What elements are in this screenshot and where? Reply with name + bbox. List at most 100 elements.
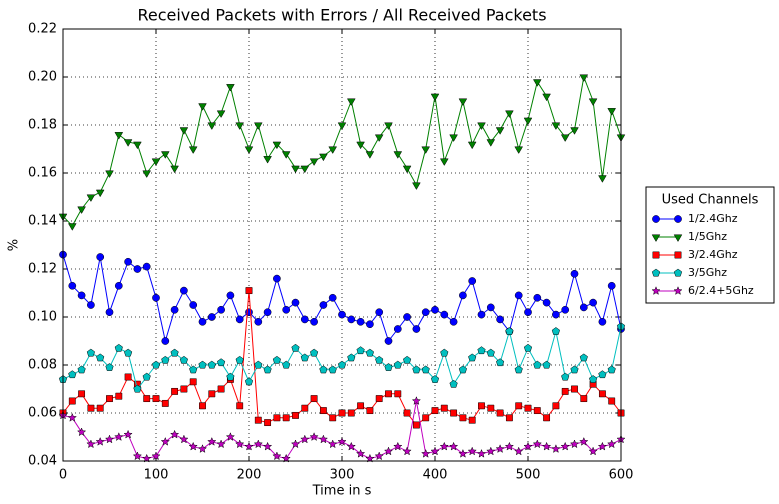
data-point (552, 402, 560, 410)
data-point (541, 441, 552, 451)
data-point (151, 158, 161, 166)
data-point (478, 402, 485, 410)
data-point (95, 189, 105, 198)
data-point (449, 134, 458, 142)
data-point (282, 360, 291, 369)
x-tick-label: 600 (609, 468, 634, 483)
data-point (170, 165, 179, 174)
legend-marker (652, 215, 660, 223)
data-point (412, 365, 421, 374)
y-tick-label: 0.10 (28, 310, 57, 325)
data-point (300, 434, 310, 444)
data-point (571, 385, 578, 393)
data-point (68, 370, 77, 379)
data-point (514, 291, 523, 300)
data-point (338, 409, 346, 417)
data-point (319, 301, 328, 309)
data-point (76, 427, 87, 437)
data-point (505, 414, 513, 422)
data-point (160, 151, 170, 159)
data-point (607, 439, 617, 449)
data-point (560, 134, 570, 142)
data-point (105, 363, 114, 371)
data-point (589, 375, 598, 383)
data-point (328, 293, 337, 302)
data-point (310, 395, 318, 403)
data-point (254, 360, 263, 369)
data-point (226, 372, 235, 381)
data-point (383, 446, 394, 456)
data-point (161, 337, 170, 345)
data-point (412, 325, 421, 333)
data-point (253, 122, 263, 130)
data-point (179, 434, 189, 444)
data-point (542, 93, 551, 102)
data-point (523, 117, 533, 126)
data-point (133, 141, 142, 150)
data-point (439, 441, 449, 451)
data-point (291, 298, 300, 307)
data-point (505, 327, 514, 335)
data-point (263, 308, 272, 317)
data-point (273, 414, 281, 422)
data-point (96, 404, 104, 412)
data-point (449, 317, 458, 326)
chart-title: Received Packets with Errors / All Recei… (137, 6, 546, 25)
data-point (579, 353, 588, 362)
data-point (188, 441, 198, 451)
data-point (514, 146, 524, 154)
data-point (532, 439, 542, 449)
data-point (366, 407, 374, 415)
x-axis-label: Time in s (312, 484, 372, 499)
data-point (580, 395, 588, 403)
data-point (551, 444, 561, 453)
data-point (199, 402, 206, 410)
data-point (309, 432, 319, 441)
legend-marker (673, 234, 683, 242)
data-point (319, 153, 328, 162)
data-point (319, 365, 328, 374)
data-point (430, 446, 440, 456)
data-point (476, 448, 487, 458)
data-point (301, 404, 309, 412)
data-point (524, 404, 532, 412)
data-point (225, 432, 236, 441)
data-point (217, 305, 225, 314)
data-point (588, 446, 598, 456)
data-point (272, 451, 282, 461)
data-point (262, 441, 273, 451)
data-point (524, 308, 532, 317)
data-point (403, 313, 411, 321)
data-point (152, 293, 160, 302)
data-point (329, 414, 337, 422)
data-point (86, 439, 96, 449)
data-point (226, 84, 235, 92)
data-point (533, 293, 542, 302)
data-point (598, 175, 607, 183)
data-point (142, 453, 152, 463)
plot-frame (62, 28, 622, 462)
data-point (68, 281, 77, 290)
data-point (161, 355, 170, 364)
data-point (123, 429, 133, 439)
data-point (281, 453, 291, 463)
data-point (579, 74, 589, 82)
data-point (393, 151, 403, 159)
data-point (403, 409, 411, 417)
data-point (142, 170, 152, 178)
data-point (439, 158, 449, 166)
data-point (608, 397, 616, 405)
data-point (384, 337, 393, 345)
data-point (365, 453, 375, 463)
data-point (561, 387, 569, 395)
data-point (440, 348, 449, 357)
data-point (292, 411, 299, 419)
data-point (365, 151, 375, 159)
data-point (459, 291, 467, 300)
data-point (338, 310, 346, 319)
data-point (440, 310, 449, 319)
data-point (96, 353, 105, 362)
data-point (216, 439, 226, 449)
data-point (486, 348, 495, 357)
data-point (217, 358, 226, 367)
